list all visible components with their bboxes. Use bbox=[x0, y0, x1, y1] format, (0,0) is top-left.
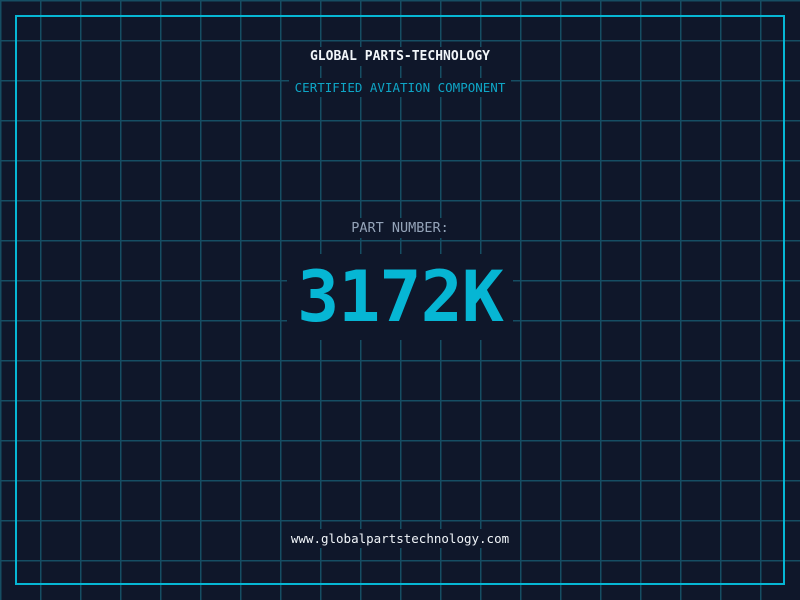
part-number: 3172K bbox=[0, 254, 800, 340]
company-title: GLOBAL PARTS-TECHNOLOGY bbox=[0, 47, 800, 66]
subtitle: CERTIFIED AVIATION COMPONENT bbox=[0, 78, 800, 97]
part-number-label: PART NUMBER: bbox=[0, 218, 800, 238]
company-title-text: GLOBAL PARTS-TECHNOLOGY bbox=[303, 47, 496, 66]
website-url-text[interactable]: www.globalpartstechnology.com bbox=[284, 529, 516, 548]
part-number-value: 3172K bbox=[287, 254, 513, 340]
subtitle-text: CERTIFIED AVIATION COMPONENT bbox=[288, 78, 512, 97]
website-url: www.globalpartstechnology.com bbox=[0, 529, 800, 548]
part-number-label-text: PART NUMBER: bbox=[345, 218, 455, 238]
border-frame bbox=[15, 15, 785, 585]
